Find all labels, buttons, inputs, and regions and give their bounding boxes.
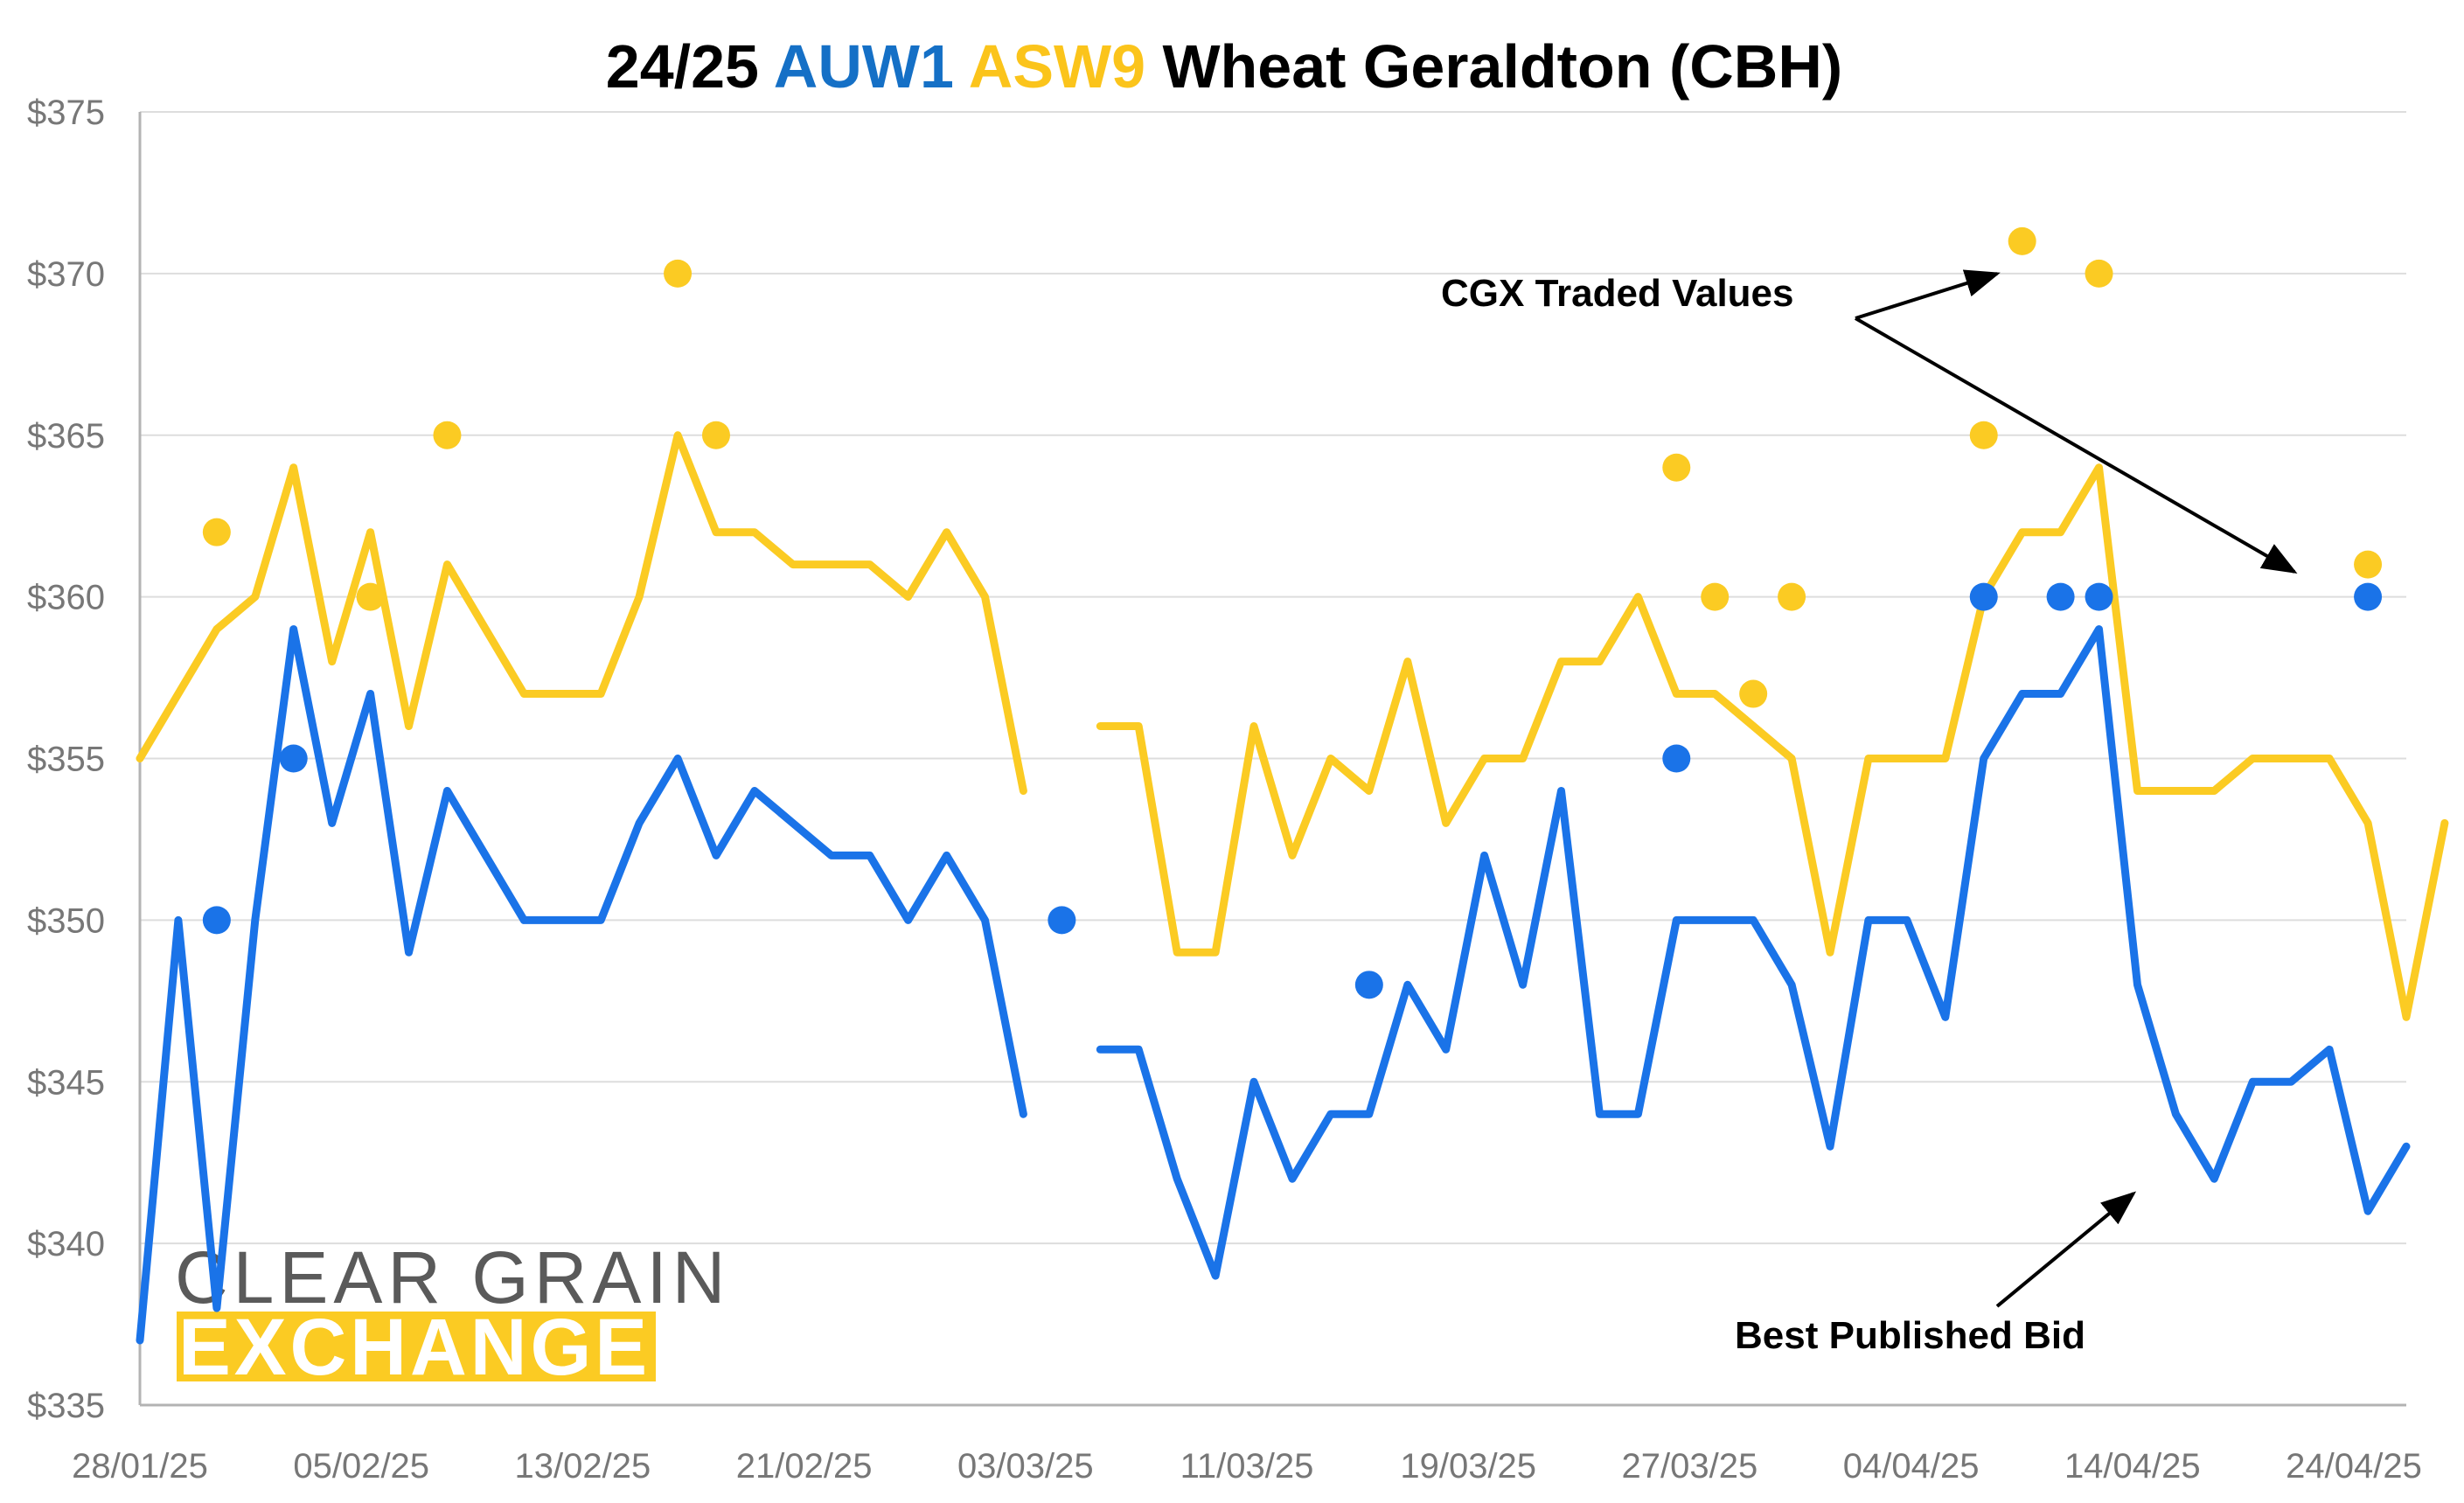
traded-point-auw1 bbox=[2085, 582, 2113, 611]
chart-title: 24/25 AUW1 ASW9 Wheat Geraldton (CBH) bbox=[606, 32, 1842, 101]
y-tick-label: $370 bbox=[27, 255, 105, 294]
x-tick-label: 05/02/25 bbox=[293, 1447, 429, 1486]
x-tick-label: 04/04/25 bbox=[1843, 1447, 1980, 1486]
x-tick-label: 19/03/25 bbox=[1400, 1447, 1536, 1486]
traded-point-asw9 bbox=[701, 421, 730, 449]
x-tick-label: 11/03/25 bbox=[1180, 1447, 1314, 1486]
traded-point-asw9 bbox=[1701, 582, 1730, 611]
traded-point-asw9 bbox=[1662, 453, 1691, 482]
y-tick-labels: $375 $370 $365 $360 $355 $350 $345 $340 $335 bbox=[27, 94, 105, 1425]
title-suffix: Wheat Geraldton (CBH) bbox=[1145, 32, 1842, 101]
x-tick-labels: 28/01/25 05/02/25 13/02/25 21/02/25 03/03/25… bbox=[72, 1447, 2422, 1486]
clear-grain-exchange-logo: CLEAR GRAIN EXCHANGE bbox=[175, 1236, 730, 1392]
traded-point-asw9 bbox=[2085, 259, 2113, 288]
title-asw9-series: ASW9 bbox=[969, 32, 1145, 101]
traded-point-auw1 bbox=[2354, 582, 2383, 611]
traded-point-auw1 bbox=[202, 906, 231, 935]
y-tick-label: $335 bbox=[27, 1387, 105, 1425]
annotations: CGX Traded Values Best Published Bid bbox=[1441, 269, 2298, 1357]
title-auw1-series: AUW1 bbox=[774, 32, 954, 101]
traded-point-auw1 bbox=[1662, 744, 1691, 773]
y-tick-label: $345 bbox=[27, 1063, 105, 1102]
title-prefix: 24/25 bbox=[606, 32, 774, 101]
traded-point-asw9 bbox=[1778, 582, 1806, 611]
y-tick-label: $365 bbox=[27, 417, 105, 456]
x-tick-label: 24/04/25 bbox=[2286, 1447, 2422, 1486]
logo-line1: CLEAR GRAIN bbox=[175, 1236, 730, 1319]
traded-point-asw9 bbox=[664, 259, 693, 288]
traded-points bbox=[202, 226, 2383, 999]
traded-point-asw9 bbox=[1969, 421, 1998, 449]
y-tick-label: $355 bbox=[27, 741, 105, 779]
x-tick-label: 03/03/25 bbox=[957, 1447, 1094, 1486]
logo-band bbox=[177, 1312, 656, 1381]
traded-point-asw9 bbox=[1739, 679, 1768, 708]
series-line-auw1 bbox=[1096, 625, 2411, 1280]
gridlines bbox=[140, 111, 2406, 1406]
series-line-auw1 bbox=[136, 625, 1027, 1345]
x-tick-label: 21/02/25 bbox=[736, 1447, 873, 1486]
traded-point-asw9 bbox=[2008, 226, 2036, 255]
series-line-asw9 bbox=[136, 431, 1027, 795]
traded-point-asw9 bbox=[2354, 550, 2383, 579]
annotation-arrow-upper bbox=[1855, 269, 2001, 320]
annotation-arrow-lower bbox=[1854, 317, 2298, 574]
x-tick-label: 27/03/25 bbox=[1622, 1447, 1758, 1486]
x-tick-label: 14/04/25 bbox=[2064, 1447, 2201, 1486]
logo-line2: EXCHANGE bbox=[178, 1303, 651, 1392]
traded-point-asw9 bbox=[433, 421, 462, 449]
series-lines bbox=[136, 431, 2449, 1345]
y-tick-label: $375 bbox=[27, 94, 105, 132]
traded-point-auw1 bbox=[1354, 971, 1383, 999]
traded-point-auw1 bbox=[1969, 582, 1998, 611]
annotation-best-published-bid: Best Published Bid bbox=[1735, 1314, 2085, 1357]
series-line-asw9 bbox=[1096, 463, 2449, 1021]
x-tick-label: 28/01/25 bbox=[72, 1447, 208, 1486]
x-tick-label: 13/02/25 bbox=[515, 1447, 651, 1486]
traded-point-auw1 bbox=[279, 744, 308, 773]
annotation-cgx-traded-values: CGX Traded Values bbox=[1441, 272, 1794, 315]
traded-point-asw9 bbox=[202, 518, 231, 546]
y-tick-label: $360 bbox=[27, 579, 105, 617]
traded-point-auw1 bbox=[1048, 906, 1076, 935]
traded-point-asw9 bbox=[356, 582, 385, 611]
y-tick-label: $340 bbox=[27, 1225, 105, 1263]
y-tick-label: $350 bbox=[27, 901, 105, 940]
traded-point-auw1 bbox=[2046, 582, 2075, 611]
title-space bbox=[954, 32, 969, 101]
annotation-arrow-bid bbox=[1995, 1191, 2137, 1308]
